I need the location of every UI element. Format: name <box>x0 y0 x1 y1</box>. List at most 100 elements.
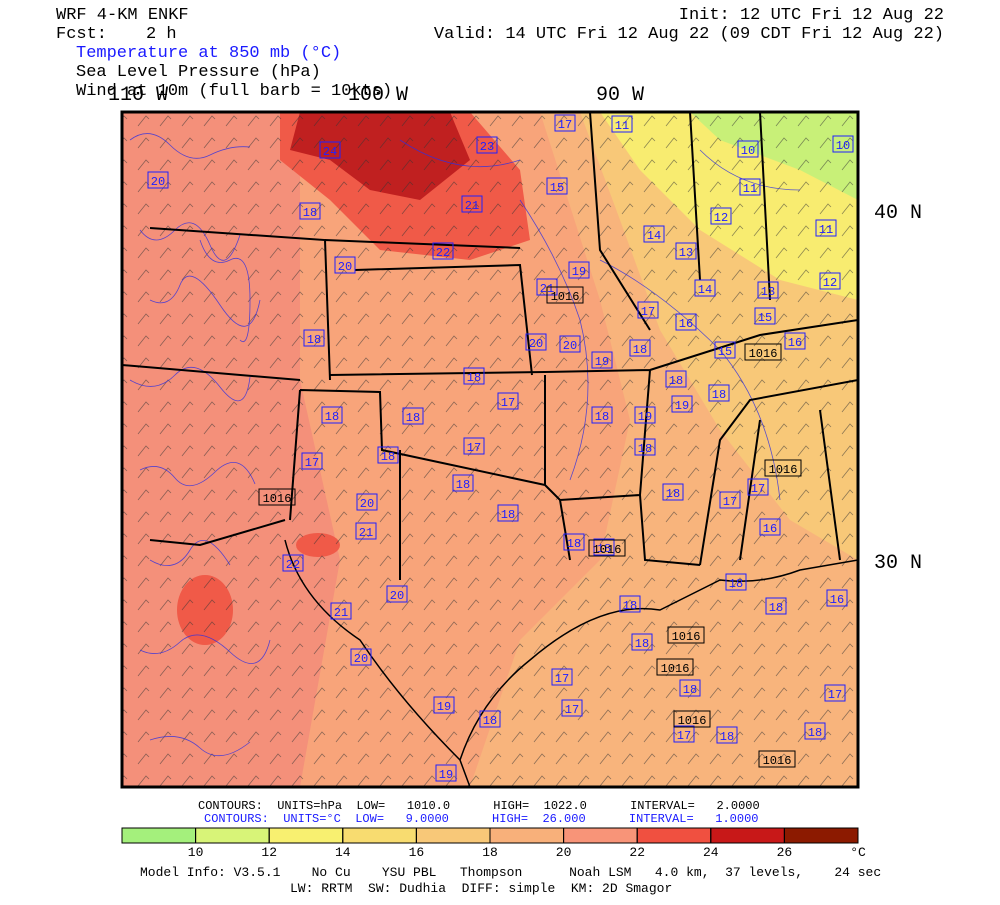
temperature-label-box <box>463 367 485 385</box>
pressure-label: 1016 <box>551 290 580 304</box>
temperature-label-box <box>463 437 485 455</box>
temperature-label: 15 <box>758 311 772 325</box>
temperature-label: 14 <box>698 283 712 297</box>
temperature-label: 11 <box>819 223 833 237</box>
temperature-label: 10 <box>836 139 850 153</box>
temperature-label: 12 <box>823 276 837 290</box>
colorbar-box <box>636 827 712 844</box>
temperature-label: 16 <box>679 317 693 331</box>
temperature-label: 20 <box>390 589 404 603</box>
temperature-label: 18 <box>683 683 697 697</box>
temperature-label-box <box>673 725 695 743</box>
temperature-label-box <box>546 177 568 195</box>
temperature-label: 20 <box>151 175 165 189</box>
colorbar-tick-label: 20 <box>556 845 572 860</box>
temperature-label: 17 <box>751 482 765 496</box>
temperature-label-box <box>554 114 576 132</box>
temperature-label: 17 <box>565 703 579 717</box>
temperature-label-box <box>435 764 457 782</box>
map <box>122 112 858 787</box>
pressure-label-box <box>656 658 694 676</box>
temperature-label-box <box>334 256 356 274</box>
temperature-label: 11 <box>743 182 757 196</box>
temperature-label: 18 <box>638 442 652 456</box>
temperature-label: 21 <box>334 606 348 620</box>
temperature-label: 18 <box>456 478 470 492</box>
lat-label: 30 N <box>874 552 922 575</box>
pressure-label: 1016 <box>672 630 701 644</box>
temperature-label-box <box>461 195 483 213</box>
temperature-label: 18 <box>712 388 726 402</box>
temperature-label: 17 <box>723 495 737 509</box>
temperature-label-box <box>765 597 787 615</box>
temperature-label: 17 <box>828 688 842 702</box>
temperature-label-box <box>330 602 352 620</box>
temperature-label-box <box>563 533 585 551</box>
colorbar-box <box>783 827 859 844</box>
temperature-label: 17 <box>467 441 481 455</box>
temperature-label-box <box>568 261 590 279</box>
temperature-label-box <box>694 279 716 297</box>
temperature-label-box <box>303 329 325 347</box>
temperature-label-box <box>631 633 653 651</box>
colorbar-box <box>489 827 565 844</box>
temperature-label-box <box>634 406 656 424</box>
temperature-label-box <box>675 313 697 331</box>
colorbar-tick-label: 16 <box>409 845 425 860</box>
pressure-label: 1016 <box>661 662 690 676</box>
map-labels: 110 W 100 W 90 W 40 N 30 N 20 24 23 17 11 10 10 18 15… <box>108 84 922 782</box>
temperature-label-box <box>804 722 826 740</box>
model-info: Model Info: V3.5.1 No Cu YSU PBL Thompso… <box>140 865 881 880</box>
temperature-label-box <box>619 595 641 613</box>
temperature-label-box <box>819 272 841 290</box>
temperature-label-box <box>301 452 323 470</box>
colorbar-unit: °C <box>850 845 866 860</box>
lon-label: 100 W <box>348 84 408 107</box>
temperature-label-box <box>611 115 633 133</box>
temperature-label-box <box>551 668 573 686</box>
colorbar-box <box>195 827 270 844</box>
temperature-label: 18 <box>720 730 734 744</box>
temperature-label-box <box>591 351 613 369</box>
temperature-label: 18 <box>325 410 339 424</box>
temperature-label-box <box>662 483 684 501</box>
temperature-label: 18 <box>666 487 680 501</box>
temperature-label-box <box>637 301 659 319</box>
temperature-label-box <box>665 370 687 388</box>
temperature-label-box <box>826 589 848 607</box>
temperature-label-box <box>559 335 581 353</box>
valid-time: Valid: 14 UTC Fri 12 Aug 22 (09 CDT Fri … <box>434 25 944 44</box>
temperature-label: 17 <box>555 672 569 686</box>
field-temperature: Temperature at 850 mb (°C) <box>76 44 341 63</box>
pressure-label: 1016 <box>593 543 622 557</box>
model-name: WRF 4-KM ENKF <box>56 6 189 25</box>
temperature-label: 18 <box>769 601 783 615</box>
temperature-label: 18 <box>567 537 581 551</box>
footer: CONTOURS: UNITS=hPa LOW= 1010.0 HIGH= 10… <box>140 799 881 896</box>
pressure-label-box <box>673 710 711 728</box>
temperature-label: 16 <box>788 336 802 350</box>
colorbar-box <box>415 827 491 844</box>
temperature-label: 18 <box>483 714 497 728</box>
temperature-label: 23 <box>480 140 494 154</box>
temperature-label-box <box>497 392 519 410</box>
temperature-label: 20 <box>529 337 543 351</box>
colorbar-box <box>563 827 638 844</box>
temperature-label-box <box>386 585 408 603</box>
temperature-label-box <box>479 710 501 728</box>
temperature-label-box <box>757 281 779 299</box>
temperature-label: 16 <box>830 593 844 607</box>
temperature-label: 19 <box>638 410 652 424</box>
forecast-hour: 2 h <box>146 25 177 44</box>
map-frame <box>120 110 860 789</box>
temperature-label-box <box>452 474 474 492</box>
colorbar-tick-label: 14 <box>335 845 351 860</box>
temperature-label: 19 <box>675 399 689 413</box>
temperature-label-box <box>754 307 776 325</box>
temperature-label: 15 <box>550 181 564 195</box>
pressure-contours: CONTOURS: UNITS=hPa LOW= 1010.0 HIGH= 10… <box>198 799 760 813</box>
pressure-label: 1016 <box>763 754 792 768</box>
colorbar-box <box>710 827 785 844</box>
pressure-label-box <box>546 286 584 304</box>
temperature-label: 20 <box>360 497 374 511</box>
